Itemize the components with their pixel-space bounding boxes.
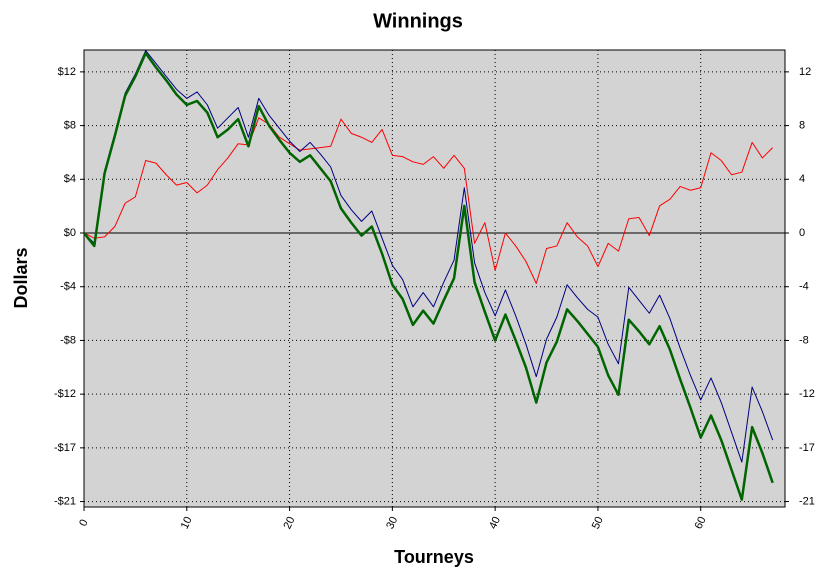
series-line (83, 117, 774, 284)
chart-title: Winnings (373, 10, 463, 32)
x-tick-label: 20 (281, 515, 297, 531)
x-tick-label: 30 (384, 515, 400, 531)
y2-tick-label: -4 (799, 281, 809, 293)
y-tick-label: -$8 (60, 334, 76, 346)
y-tick-label: -$4 (60, 281, 76, 293)
y-tick-label: -$21 (54, 495, 76, 507)
y2-tick-label: 12 (799, 66, 811, 78)
x-tick-label: 40 (487, 515, 503, 531)
y2-tick-label: -17 (799, 442, 815, 454)
series-line (83, 50, 774, 463)
x-tick-label: 50 (590, 515, 606, 531)
y2-tick-label: -21 (799, 495, 815, 507)
y2-tick-label: -12 (799, 388, 815, 400)
y-tick-label: $8 (64, 119, 76, 131)
y2-tick-label: -8 (799, 334, 809, 346)
y-axis-title: Dollars (11, 247, 31, 308)
plot-area (83, 49, 786, 508)
y-tick-label: -$12 (54, 388, 76, 400)
y-tick-label: $12 (58, 66, 76, 78)
y2-tick-label: 4 (799, 173, 805, 185)
series-line (83, 51, 774, 501)
x-axis-title: Tourneys (394, 547, 474, 567)
x-tick-label: 60 (693, 515, 709, 531)
y2-tick-label: 0 (799, 227, 805, 239)
x-tick-label: 0 (77, 518, 90, 529)
x-tick-label: 10 (179, 515, 195, 531)
y-tick-label: -$17 (54, 442, 76, 454)
y-tick-label: $4 (64, 173, 76, 185)
y2-tick-label: 8 (799, 119, 805, 131)
y-tick-label: $0 (64, 227, 76, 239)
